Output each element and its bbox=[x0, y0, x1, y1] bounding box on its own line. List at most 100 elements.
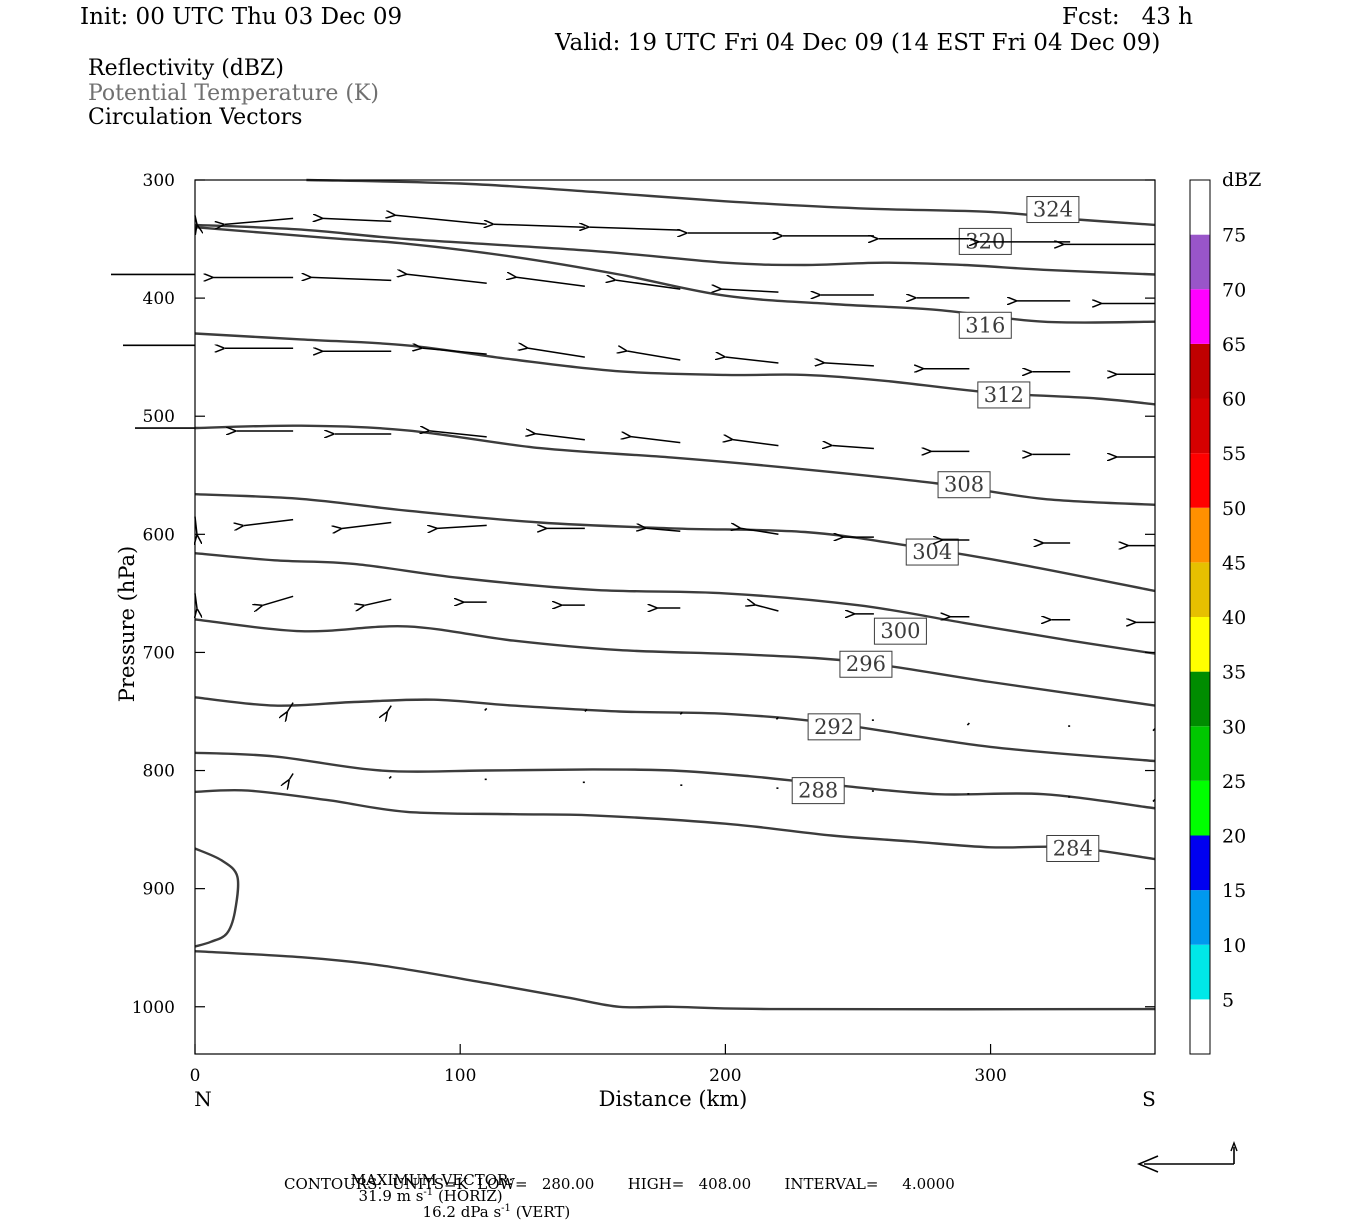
vector-arrow bbox=[535, 434, 585, 441]
theta-contour-line bbox=[194, 618, 1156, 707]
contour-label-box bbox=[958, 311, 1012, 339]
vector-arrow bbox=[721, 289, 779, 292]
vector-arrow bbox=[733, 440, 779, 447]
colorbar-swatch bbox=[1190, 617, 1210, 672]
x-tick-label: 300 bbox=[974, 1066, 1006, 1086]
colorbar-label: 30 bbox=[1222, 716, 1246, 738]
colorbar-swatch bbox=[1190, 726, 1210, 781]
y-tick-label: 800 bbox=[143, 762, 175, 782]
vector-arrow bbox=[824, 363, 874, 366]
vector-arrow bbox=[225, 217, 294, 224]
contour-label: 288 bbox=[798, 779, 838, 803]
contour-info: CONTOURS: UNITS=K LOW= 280.00 HIGH= 408.… bbox=[284, 1175, 955, 1193]
colorbar-label: 55 bbox=[1222, 443, 1246, 465]
theta-contour-line bbox=[194, 493, 1156, 593]
colorbar-frame bbox=[1189, 179, 1211, 1055]
colorbar-label: 5 bbox=[1222, 989, 1234, 1011]
x-axis-title: Distance (km) bbox=[599, 1087, 748, 1111]
colorbar-swatch bbox=[1190, 944, 1210, 1000]
colorbar-label: 25 bbox=[1222, 771, 1246, 793]
x-tick-label: 200 bbox=[709, 1066, 741, 1086]
contour-label-box bbox=[873, 617, 927, 645]
theta-contour-line bbox=[194, 950, 1156, 1011]
vector-arrow bbox=[430, 431, 487, 438]
max-vector-vert: 16.2 dPa s-1 (VERT) bbox=[422, 1203, 571, 1221]
vector-arrow bbox=[775, 716, 779, 720]
theta-contour-line bbox=[194, 696, 1156, 763]
contour-label-box bbox=[1026, 196, 1080, 224]
contour-label: 300 bbox=[880, 619, 920, 643]
y-tick-label: 700 bbox=[143, 643, 175, 663]
reference-vector bbox=[1136, 1141, 1238, 1173]
colorbar-swatch bbox=[1190, 835, 1210, 891]
circulation-vectors bbox=[111, 215, 1156, 803]
contour-label-box bbox=[937, 471, 991, 499]
valid-time: Valid: 19 UTC Fri 04 Dec 09 (14 EST Fri … bbox=[555, 30, 1161, 56]
colorbar-label: 10 bbox=[1222, 935, 1246, 957]
theta-contour-line bbox=[194, 552, 1156, 655]
vector-arrow bbox=[494, 224, 585, 227]
vector-arrow bbox=[516, 277, 585, 287]
contour-label-box bbox=[791, 777, 845, 805]
contour-label-box bbox=[1046, 834, 1100, 862]
vector-arrow bbox=[311, 277, 392, 280]
colorbar-label: 50 bbox=[1222, 498, 1246, 520]
contour-label-box bbox=[905, 538, 959, 566]
vector-arrow bbox=[323, 218, 392, 221]
vector-arrow bbox=[484, 707, 488, 712]
y-tick-label: 500 bbox=[143, 407, 175, 427]
theta-contour-line bbox=[194, 788, 1156, 861]
contour-label: 316 bbox=[965, 313, 1005, 337]
y-tick-label: 300 bbox=[143, 171, 175, 191]
colorbar-title: dBZ bbox=[1222, 169, 1261, 191]
x-tick-label: 100 bbox=[444, 1066, 476, 1086]
vector-arrow bbox=[289, 773, 294, 780]
field-theta: Potential Temperature (K) bbox=[88, 81, 379, 106]
colorbar-swatch bbox=[1190, 234, 1210, 290]
vector-arrow bbox=[832, 446, 874, 449]
vector-arrow bbox=[528, 348, 585, 358]
colorbar-swatch bbox=[1190, 289, 1210, 344]
colorbar-swatch bbox=[1190, 343, 1210, 399]
vector-arrow bbox=[646, 528, 681, 531]
vector-arrow bbox=[365, 598, 392, 605]
max-vector-label: MAXIMUM VECTOR: bbox=[350, 1171, 514, 1189]
colorbar-label: 35 bbox=[1222, 662, 1246, 684]
axes: 0 100 200 300 300 400 500 600 700 800 900 1000 N S Dis… bbox=[115, 171, 1156, 1111]
vector-arrow bbox=[756, 605, 779, 612]
colorbar-swatch bbox=[1190, 671, 1210, 727]
colorbar-label: 20 bbox=[1222, 826, 1246, 848]
vector-arrow bbox=[627, 351, 681, 361]
vector-arrow bbox=[387, 705, 392, 712]
init-time: Init: 00 UTC Thu 03 Dec 09 bbox=[80, 4, 403, 30]
vector-arrow bbox=[287, 702, 294, 712]
contour-label: 312 bbox=[984, 383, 1024, 407]
contour-label-box bbox=[839, 650, 893, 678]
colorbar-swatch bbox=[1190, 562, 1210, 617]
contour-label: 292 bbox=[814, 715, 854, 739]
vector-arrow bbox=[244, 518, 294, 526]
vector-arrow bbox=[388, 775, 392, 780]
field-vectors: Circulation Vectors bbox=[88, 105, 303, 130]
colorbar-swatch bbox=[1190, 890, 1210, 945]
contour-label: 284 bbox=[1053, 836, 1093, 860]
colorbar-label: 70 bbox=[1222, 279, 1246, 301]
colorbar-swatch bbox=[1190, 453, 1210, 508]
colorbar-label: 15 bbox=[1222, 880, 1246, 902]
field-reflectivity: Reflectivity (dBZ) bbox=[88, 56, 284, 81]
vector-arrow bbox=[725, 357, 779, 364]
colorbar-swatch bbox=[1190, 999, 1210, 1054]
theta-contour-line bbox=[194, 751, 1156, 810]
vector-arrow bbox=[407, 274, 487, 285]
x-tick-label: 0 bbox=[190, 1066, 201, 1086]
vector-arrow bbox=[631, 437, 681, 444]
y-axis-title: Pressure (hPa) bbox=[115, 546, 139, 702]
forecast-hour: Fcst: 43 h bbox=[1062, 4, 1193, 30]
vector-arrow bbox=[679, 711, 683, 715]
y-tick-label: 400 bbox=[143, 289, 175, 309]
vector-arrow bbox=[740, 528, 779, 535]
north-label: N bbox=[194, 1087, 212, 1111]
theta-contour-line bbox=[194, 223, 1156, 276]
